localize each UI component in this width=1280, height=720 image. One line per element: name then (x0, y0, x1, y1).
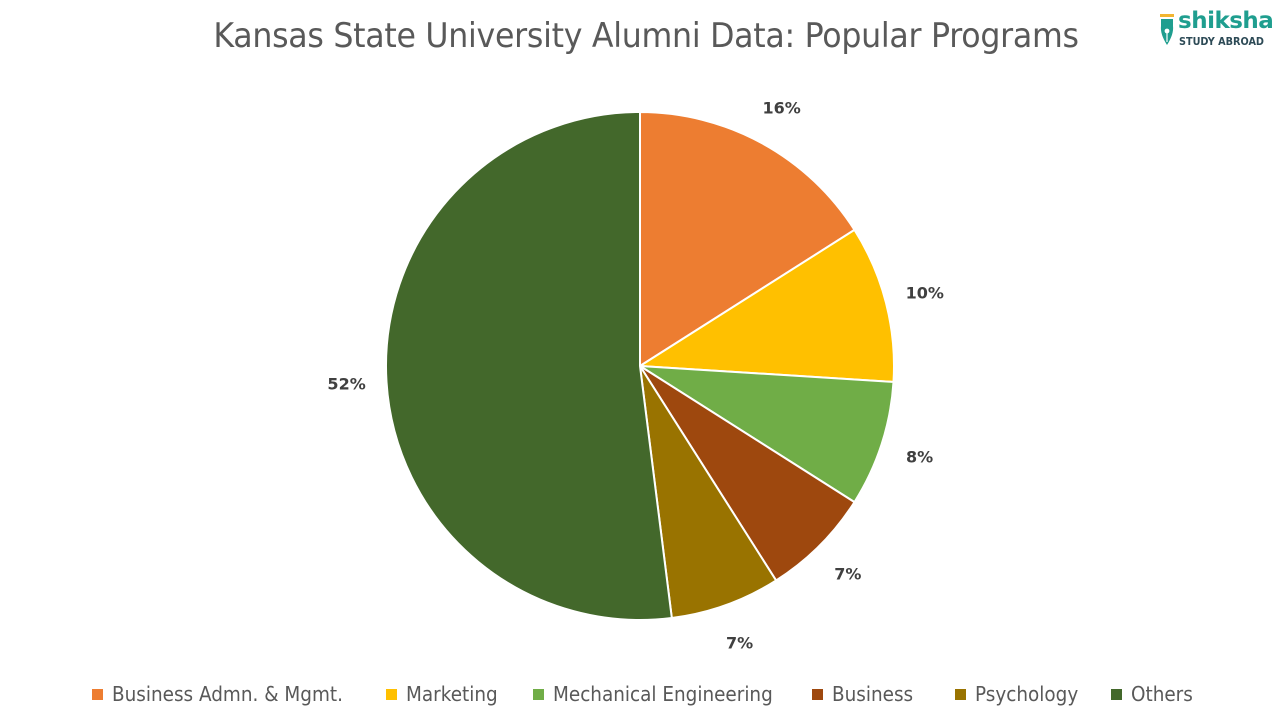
legend-label: Others (1131, 682, 1193, 706)
legend-swatch (955, 688, 966, 700)
legend-label: Business (832, 682, 914, 706)
pen-nib-icon (1160, 14, 1174, 45)
shiksha-logo: shiksha STUDY ABROAD (1158, 8, 1274, 52)
data-label: 10% (905, 283, 944, 303)
legend-swatch (533, 688, 544, 700)
legend-label: Psychology (975, 682, 1079, 706)
pie-slice-psychology (639, 365, 778, 620)
legend-item-marketing: Marketing (386, 681, 506, 707)
legend-swatch (1111, 688, 1122, 700)
legend-swatch (386, 688, 397, 700)
legend-swatch (812, 688, 823, 700)
pie-slice-mechanical-engineering (639, 365, 895, 504)
logo-tagline: STUDY ABROAD (1179, 35, 1264, 48)
pie-slice-business-admn-mgmt (639, 110, 856, 368)
data-label: 7% (834, 564, 862, 584)
legend-label: Marketing (406, 682, 498, 706)
legend-label: Business Admn. & Mgmt. (112, 682, 343, 706)
logo-brand: shiksha (1178, 8, 1274, 34)
pie-slice-others (385, 110, 673, 621)
data-label: 52% (327, 374, 366, 394)
data-label: 8% (906, 447, 934, 467)
legend-item-psychology: Psychology (955, 681, 1087, 707)
pie-slice-marketing (636, 228, 895, 384)
legend-swatch (92, 688, 103, 700)
legend-item-business-admn: Business Admn. & Mgmt. (92, 681, 363, 707)
chart-title: Kansas State University Alumni Data: Pop… (213, 16, 1079, 56)
data-label: 7% (725, 633, 754, 653)
legend-item-business: Business (812, 681, 920, 707)
legend-label: Mechanical Engineering (553, 682, 773, 706)
chart-legend: Business Admn. & Mgmt. Marketing Mechani… (0, 681, 1280, 707)
pie-slice-business (639, 365, 856, 582)
legend-item-mechanical-engineering: Mechanical Engineering (533, 681, 792, 707)
data-label: 16% (762, 98, 801, 118)
legend-item-others: Others (1111, 681, 1198, 707)
